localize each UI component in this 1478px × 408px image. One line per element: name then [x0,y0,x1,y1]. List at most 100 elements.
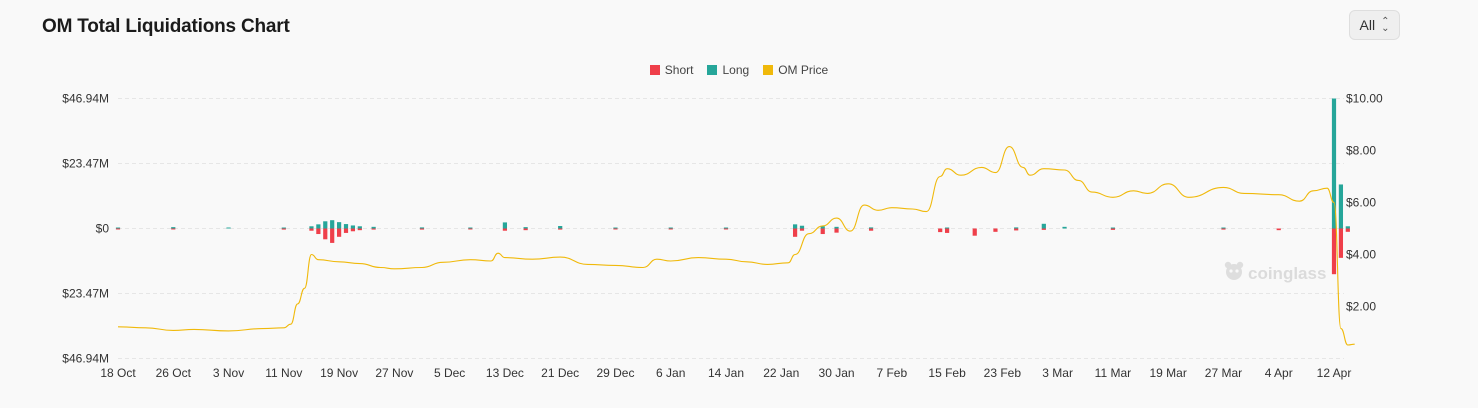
x-tick-label: 19 Nov [320,366,358,380]
short-bar [316,228,321,235]
short-bar [309,228,314,231]
range-select-value: All [1359,17,1376,33]
short-bar [792,228,798,237]
long-bar [820,226,825,229]
y-axis-left: $46.94M $23.47M $0 $23.47M $46.94M [62,92,109,366]
short-bar [281,228,286,230]
long-bar [1014,227,1019,229]
range-select[interactable]: All ⌃ ⌄ [1349,10,1400,40]
page-title: OM Total Liquidations Chart [42,16,290,37]
y-right-tick-label: $8.00 [1346,144,1376,158]
long-bar [1221,227,1226,229]
x-tick-label: 3 Mar [1042,366,1073,380]
long-bar [226,227,231,229]
short-bar [1331,228,1337,275]
x-tick-label: 11 Mar [1095,366,1131,380]
short-bar [523,228,528,231]
y-left-tick-label: $0 [96,222,110,236]
legend-item-price[interactable]: OM Price [763,63,828,77]
x-tick-label: 3 Nov [213,366,244,380]
legend-label-long: Long [722,63,750,77]
chart-legend: Short Long OM Price [0,63,1478,77]
short-bar [419,228,425,230]
long-bar [316,224,321,229]
y-left-tick-label: $23.47M [62,157,109,171]
short-bar [115,228,121,230]
x-tick-label: 30 Jan [819,366,855,380]
short-bar [502,228,508,231]
short-bar [468,228,473,230]
short-bar [868,228,874,231]
long-bar [799,225,805,229]
short-bar [1276,228,1281,231]
legend-label-price: OM Price [778,63,829,77]
short-bar [668,228,673,230]
short-bar [1345,228,1350,232]
short-bars [115,228,1350,275]
short-bar [820,228,825,235]
short-bar [972,228,977,236]
watermark: coinglass [1224,261,1326,283]
long-bar [323,221,328,229]
x-tick-label: 19 Mar [1150,366,1187,380]
long-bar [668,227,673,229]
x-tick-label: 21 Dec [541,366,579,380]
short-bar [613,228,618,230]
short-bar [944,228,950,233]
short-bar [1221,228,1226,230]
x-axis: 18 Oct 26 Oct 3 Nov 11 Nov 19 Nov 27 Nov 5 Dec… [100,366,1351,380]
x-tick-label: 5 Dec [434,366,465,380]
short-bar [350,228,356,232]
short-bar [1110,228,1116,230]
long-bar [371,226,376,229]
long-bar [330,220,335,229]
x-tick-label: 29 Dec [596,366,634,380]
legend-swatch-long [707,65,718,75]
long-bar [468,227,473,229]
y-axis-right: $10.00 $8.00 $6.00 $4.00 $2.00 [1346,92,1383,314]
short-bar [171,228,176,230]
short-bar [343,228,349,233]
long-bar [171,227,176,229]
om-price-line [117,146,1355,346]
short-bar [336,228,342,237]
long-bar [336,222,342,229]
x-tick-label: 15 Feb [928,366,966,380]
short-bar [371,228,376,230]
long-bar [792,224,798,229]
short-bar [938,228,943,233]
x-tick-label: 23 Feb [984,366,1022,380]
long-bar [357,226,362,229]
y-right-tick-label: $6.00 [1346,196,1376,210]
long-bar [1041,223,1046,229]
chevron-up-down-icon: ⌃ ⌄ [1381,16,1390,34]
x-tick-label: 14 Jan [708,366,744,380]
x-tick-label: 13 Dec [486,366,524,380]
short-bar [834,228,839,233]
x-tick-label: 26 Oct [156,366,192,380]
long-bar [558,226,563,229]
legend-item-short[interactable]: Short [649,63,693,77]
short-bar [723,228,729,230]
legend-swatch-price [763,65,774,75]
long-bars [115,98,1350,229]
long-bar [523,227,528,229]
long-bar [1331,98,1337,229]
y-left-tick-label: $46.94M [62,352,109,366]
legend-item-long[interactable]: Long [707,63,749,77]
long-bar [281,227,286,229]
long-bar [1345,226,1350,229]
long-bar [944,227,950,229]
short-bar [799,228,805,231]
short-bar [357,228,362,231]
short-bar [1014,228,1019,231]
long-bar [502,222,508,229]
x-tick-label: 27 Nov [375,366,413,380]
short-bar [993,228,998,232]
x-tick-label: 4 Apr [1265,366,1293,380]
long-bar [115,227,121,229]
long-bar [350,225,356,229]
long-bar [834,226,839,229]
y-left-tick-label: $23.47M [62,287,109,301]
